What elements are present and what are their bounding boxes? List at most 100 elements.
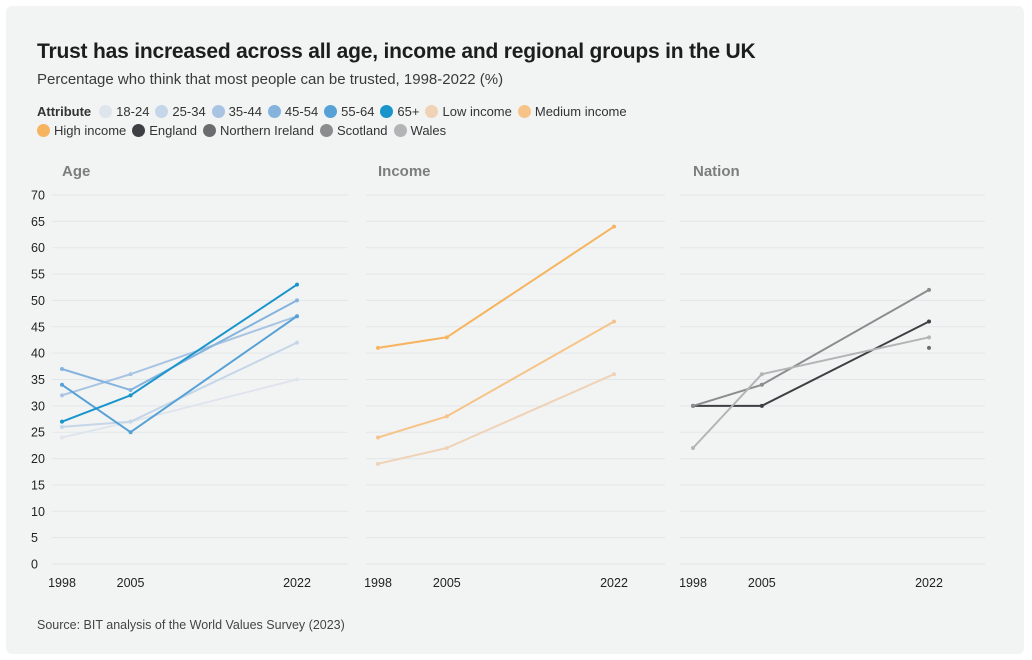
data-point-scotland bbox=[759, 382, 764, 387]
legend-label: 55-64 bbox=[341, 104, 375, 119]
data-point-18-24 bbox=[295, 377, 299, 382]
data-point-medium-income bbox=[376, 435, 380, 440]
legend-label: 35-44 bbox=[228, 104, 262, 119]
y-tick-label: 45 bbox=[31, 320, 45, 334]
legend-swatch bbox=[393, 124, 407, 137]
data-point-55-64 bbox=[295, 314, 299, 319]
series-line-scotland bbox=[692, 289, 930, 407]
legend-label: Wales bbox=[410, 123, 447, 138]
data-point-55-64 bbox=[60, 382, 64, 387]
data-point-45-54 bbox=[60, 366, 64, 371]
legend-item-scotland[interactable]: Scotland bbox=[319, 122, 388, 139]
legend-item-55-64[interactable]: 55-64 bbox=[324, 103, 374, 120]
legend-item-18-24[interactable]: 18-24 bbox=[99, 103, 149, 120]
x-tick-label: 2022 bbox=[915, 576, 943, 590]
x-tick-label: 2005 bbox=[433, 576, 461, 590]
panel-title-age: Age bbox=[62, 163, 90, 180]
legend-swatch bbox=[380, 105, 394, 118]
data-point-25-34 bbox=[295, 340, 299, 345]
panel-title-nation: Nation bbox=[693, 163, 740, 180]
data-point-65- bbox=[60, 419, 64, 424]
data-point-25-34 bbox=[60, 424, 64, 429]
data-point-65- bbox=[295, 282, 299, 287]
data-point-scotland bbox=[691, 403, 695, 408]
data-point-wales bbox=[691, 446, 695, 451]
data-point-35-44 bbox=[128, 372, 133, 377]
legend-label: 25-34 bbox=[172, 104, 206, 119]
y-tick-label: 10 bbox=[31, 505, 45, 519]
x-tick-label: 2005 bbox=[117, 576, 145, 590]
data-point-wales bbox=[759, 372, 764, 377]
legend-label: Scotland bbox=[336, 123, 388, 138]
data-point-65- bbox=[128, 393, 133, 398]
data-point-low-income bbox=[612, 372, 616, 377]
data-point-medium-income bbox=[612, 319, 616, 324]
panel-title-income: Income bbox=[378, 163, 431, 180]
legend-item-low-income[interactable]: Low income bbox=[425, 103, 512, 120]
data-point-25-34 bbox=[128, 419, 133, 424]
legend-item-35-44[interactable]: 35-44 bbox=[211, 103, 262, 120]
legend-swatch bbox=[319, 124, 333, 137]
y-tick-label: 5 bbox=[31, 531, 38, 545]
x-tick-label: 1998 bbox=[48, 576, 76, 590]
legend-swatch bbox=[202, 124, 216, 137]
legend-item-high-income[interactable]: High income bbox=[37, 122, 126, 139]
series-line-high-income bbox=[377, 225, 615, 349]
y-tick-label: 15 bbox=[31, 478, 45, 492]
y-tick-label: 30 bbox=[31, 399, 45, 413]
legend-swatch bbox=[324, 105, 338, 118]
data-point-55-64 bbox=[128, 430, 133, 435]
legend-label: Northern Ireland bbox=[219, 123, 314, 138]
data-point-45-54 bbox=[128, 388, 133, 393]
legend-item-northern-ireland[interactable]: Northern Ireland bbox=[202, 122, 314, 139]
legend-item-65-[interactable]: 65+ bbox=[380, 103, 419, 120]
legend-swatch bbox=[211, 105, 225, 118]
y-tick-label: 20 bbox=[31, 452, 45, 466]
legend-item-medium-income[interactable]: Medium income bbox=[517, 103, 627, 120]
y-tick-label: 60 bbox=[31, 241, 45, 255]
legend-swatch bbox=[37, 124, 50, 137]
legend-label: Medium income bbox=[534, 104, 627, 119]
chart-card: Trust has increased across all age, inco… bbox=[6, 6, 1024, 654]
legend-label: England bbox=[149, 123, 197, 138]
y-tick-label: 50 bbox=[31, 294, 45, 308]
legend-label: 45-54 bbox=[284, 104, 319, 119]
x-tick-label: 2022 bbox=[283, 576, 311, 590]
x-tick-label: 2005 bbox=[748, 576, 776, 590]
legend-swatch bbox=[99, 105, 113, 118]
data-point-medium-income bbox=[444, 414, 449, 419]
legend-item-england[interactable]: England bbox=[132, 122, 197, 139]
x-tick-label: 1998 bbox=[679, 576, 707, 590]
legend-swatch bbox=[425, 105, 439, 118]
x-tick-label: 1998 bbox=[364, 576, 392, 590]
legend-item-25-34[interactable]: 25-34 bbox=[155, 103, 206, 120]
x-tick-label: 2022 bbox=[600, 576, 628, 590]
legend: Attribute 18-24 25-34 35-44 45-54 55-64 65+ Lo… bbox=[37, 103, 717, 139]
series-line-wales bbox=[692, 336, 930, 449]
y-tick-label: 40 bbox=[31, 347, 45, 361]
legend-label: 65+ bbox=[397, 104, 420, 119]
chart-subtitle: Percentage who think that most people ca… bbox=[37, 71, 504, 88]
legend-swatch bbox=[517, 105, 531, 118]
series-line-35-44 bbox=[61, 315, 298, 397]
data-point-england bbox=[759, 403, 764, 408]
data-point-scotland bbox=[927, 287, 931, 292]
data-point-18-24 bbox=[60, 435, 64, 440]
data-point-45-54 bbox=[295, 298, 299, 303]
data-point-35-44 bbox=[60, 393, 64, 398]
data-point-high-income bbox=[376, 345, 380, 350]
series-line-45-54 bbox=[61, 299, 298, 391]
legend-label: 18-24 bbox=[116, 104, 150, 119]
legend-item-45-54[interactable]: 45-54 bbox=[267, 103, 319, 120]
legend-item-wales[interactable]: Wales bbox=[393, 122, 447, 139]
legend-label: Low income bbox=[442, 104, 512, 119]
legend-label: High income bbox=[54, 123, 127, 138]
y-tick-label: 70 bbox=[31, 189, 45, 203]
y-tick-label: 35 bbox=[31, 373, 45, 387]
data-point-low-income bbox=[444, 446, 449, 451]
series-line-55-64 bbox=[61, 315, 298, 434]
y-tick-label: 55 bbox=[31, 268, 45, 282]
legend-swatch bbox=[155, 105, 169, 118]
legend-title: Attribute bbox=[37, 104, 92, 119]
